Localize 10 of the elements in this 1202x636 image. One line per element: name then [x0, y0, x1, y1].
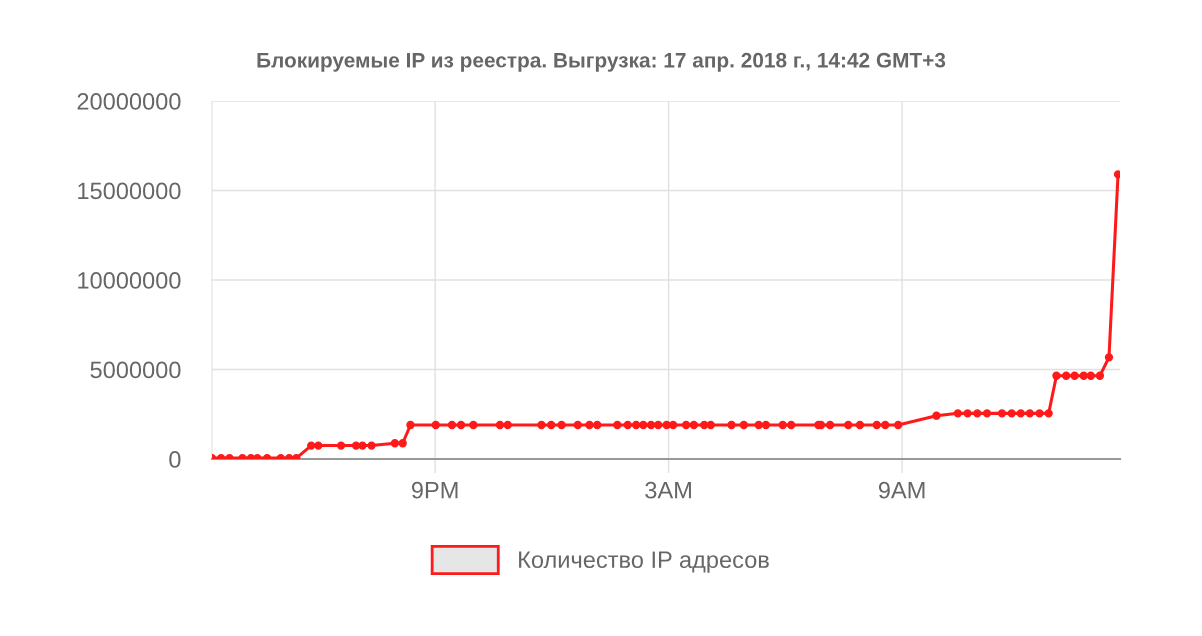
chart-title: Блокируемые IP из реестра. Выгрузка: 17 апр. 2018 г., 14:42 GMT+3 [257, 52, 946, 72]
y-tick-label: 0 [169, 451, 181, 468]
y-tick-label: 5000000 [90, 361, 181, 379]
legend-label: Количество IP адресов [519, 551, 769, 573]
x-tick-label: 9AM [878, 481, 925, 499]
y-tick-label: 15000000 [78, 182, 181, 200]
x-tick-label: 9PM [411, 481, 458, 499]
y-tick-label: 20000000 [77, 93, 181, 110]
y-tick-label: 10000000 [78, 272, 181, 289]
x-tick-label: 3AM [645, 481, 691, 499]
